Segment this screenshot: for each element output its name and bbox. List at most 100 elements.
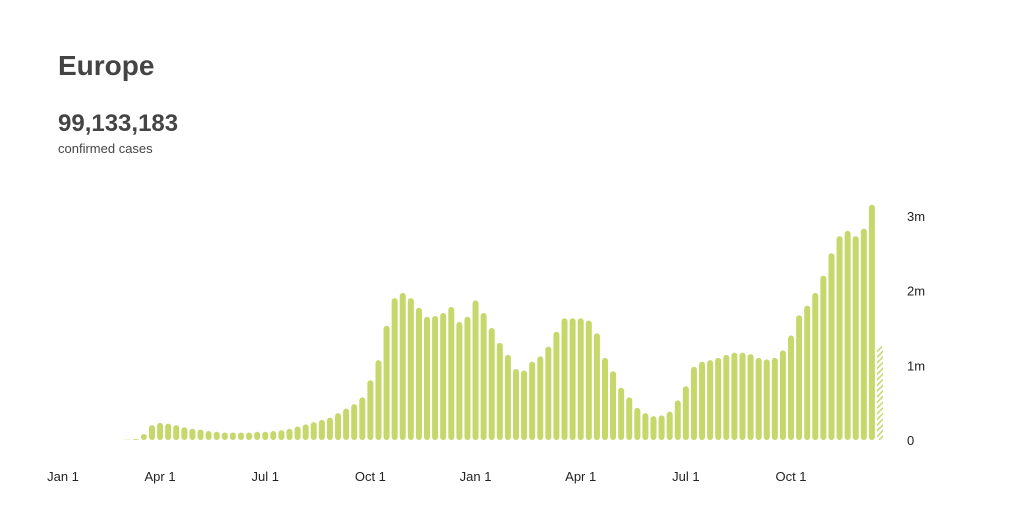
x-tick-label: Oct 1 bbox=[775, 469, 806, 484]
bar bbox=[303, 424, 309, 440]
x-tick-label: Oct 1 bbox=[355, 469, 386, 484]
bar bbox=[432, 316, 438, 440]
y-tick-label: 3m bbox=[907, 209, 925, 224]
bar bbox=[448, 307, 454, 440]
bar bbox=[497, 343, 503, 440]
bar bbox=[295, 427, 301, 440]
bar bbox=[416, 308, 422, 440]
bar bbox=[845, 231, 851, 440]
bar bbox=[594, 333, 600, 440]
bar bbox=[610, 371, 616, 440]
x-tick-label: Jan 1 bbox=[460, 469, 492, 484]
bar bbox=[367, 380, 373, 440]
bar bbox=[141, 434, 147, 440]
bar bbox=[408, 298, 414, 440]
bar bbox=[788, 335, 794, 440]
bar bbox=[626, 397, 632, 440]
bar bbox=[513, 369, 519, 440]
bar bbox=[489, 328, 495, 440]
bar bbox=[400, 293, 406, 440]
bar bbox=[286, 429, 292, 440]
bar bbox=[634, 408, 640, 440]
bar bbox=[861, 229, 867, 440]
bar bbox=[699, 362, 705, 440]
bar bbox=[214, 432, 220, 440]
bar bbox=[731, 353, 737, 440]
bar bbox=[756, 358, 762, 440]
bar bbox=[230, 433, 236, 440]
bar bbox=[464, 317, 470, 440]
bar bbox=[375, 360, 381, 440]
bar bbox=[739, 353, 745, 440]
subtitle: confirmed cases bbox=[58, 141, 153, 156]
bar bbox=[270, 431, 276, 440]
bar bbox=[570, 318, 576, 440]
bar bbox=[715, 358, 721, 440]
bar bbox=[869, 205, 875, 440]
bar bbox=[335, 413, 341, 440]
bar bbox=[562, 318, 568, 440]
bar bbox=[828, 253, 834, 440]
bar bbox=[707, 360, 713, 440]
bar bbox=[618, 388, 624, 440]
bar bbox=[804, 306, 810, 440]
bar bbox=[473, 300, 479, 440]
bar bbox=[246, 433, 252, 440]
bar bbox=[343, 409, 349, 440]
bar bbox=[521, 371, 527, 440]
bar bbox=[812, 293, 818, 440]
bar bbox=[262, 432, 268, 440]
bar bbox=[586, 321, 592, 441]
bar bbox=[780, 350, 786, 440]
x-tick-label: Jul 1 bbox=[251, 469, 278, 484]
y-tick-label: 0 bbox=[907, 433, 914, 448]
bar bbox=[529, 362, 535, 440]
bar bbox=[189, 429, 195, 440]
bar bbox=[853, 236, 859, 440]
bar bbox=[877, 345, 883, 440]
bar bbox=[311, 422, 317, 440]
bar bbox=[659, 415, 665, 440]
bar bbox=[748, 354, 754, 440]
bar bbox=[481, 313, 487, 440]
bar bbox=[392, 298, 398, 440]
bar bbox=[675, 400, 681, 440]
bar bbox=[440, 313, 446, 440]
bar bbox=[537, 356, 543, 440]
bar bbox=[667, 412, 673, 440]
bar bbox=[723, 355, 729, 440]
bar bbox=[319, 420, 325, 440]
bar bbox=[651, 416, 657, 440]
bar bbox=[772, 358, 778, 440]
y-tick-label: 2m bbox=[907, 284, 925, 299]
x-tick-label: Jul 1 bbox=[672, 469, 699, 484]
bar bbox=[278, 430, 284, 440]
bar bbox=[359, 397, 365, 440]
bar bbox=[198, 430, 204, 440]
bar bbox=[133, 439, 139, 440]
bar bbox=[384, 326, 390, 440]
bar bbox=[157, 423, 163, 440]
bar bbox=[173, 425, 179, 440]
bar bbox=[149, 425, 155, 440]
bar bbox=[683, 386, 689, 440]
bar bbox=[254, 432, 260, 440]
bar bbox=[553, 332, 559, 440]
bar bbox=[691, 367, 697, 440]
bar bbox=[206, 431, 212, 440]
x-tick-label: Apr 1 bbox=[565, 469, 596, 484]
bar bbox=[505, 355, 511, 440]
bar bbox=[820, 276, 826, 440]
bar bbox=[545, 347, 551, 440]
y-tick-label: 1m bbox=[907, 358, 925, 373]
x-tick-label: Jan 1 bbox=[47, 469, 79, 484]
bar bbox=[238, 433, 244, 440]
bar bbox=[222, 433, 228, 440]
total: 99,133,183 bbox=[58, 110, 178, 137]
bar bbox=[165, 424, 171, 440]
x-tick-label: Apr 1 bbox=[145, 469, 176, 484]
chart-title: Europe bbox=[58, 50, 154, 81]
bar bbox=[456, 322, 462, 440]
bar bbox=[837, 236, 843, 440]
